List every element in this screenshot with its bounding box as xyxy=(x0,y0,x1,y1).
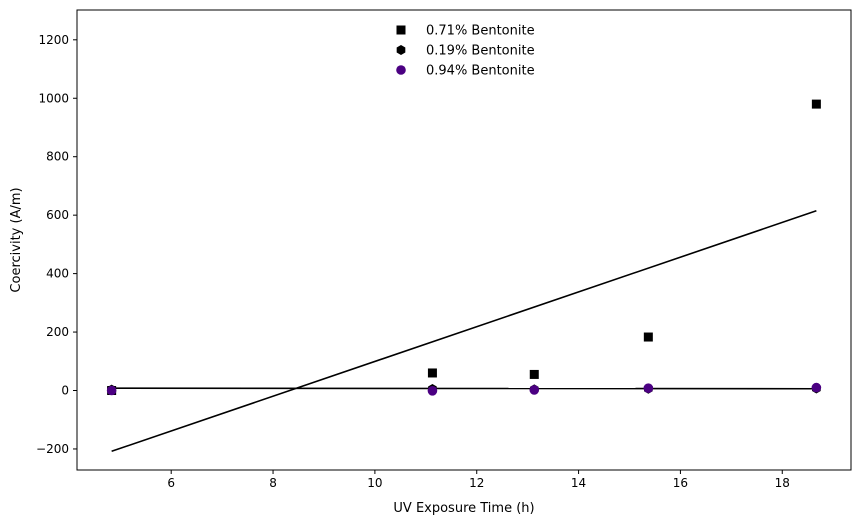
data-point xyxy=(811,382,822,393)
data-points xyxy=(106,99,822,396)
legend-label: 0.19% Bentonite xyxy=(426,44,535,59)
legend-label: 0.71% Bentonite xyxy=(426,24,535,39)
data-point xyxy=(427,386,438,396)
plot-frame xyxy=(76,9,852,471)
fit-line xyxy=(111,210,817,453)
legend-marker xyxy=(396,65,406,75)
y-tick-label: 400 xyxy=(46,267,69,281)
data-point xyxy=(643,332,653,342)
y-axis-label: Coercivity (A/m) xyxy=(9,187,24,292)
x-tick-label: 18 xyxy=(775,476,790,490)
y-tick-label: 200 xyxy=(46,325,69,339)
data-point xyxy=(811,99,821,109)
legend-label: 0.94% Bentonite xyxy=(426,64,535,79)
fit-lines xyxy=(111,210,817,453)
fit-line xyxy=(111,387,817,390)
x-tick-label: 6 xyxy=(167,476,175,490)
x-tick-label: 16 xyxy=(673,476,688,490)
data-point xyxy=(529,385,540,395)
data-point xyxy=(643,383,654,393)
y-axis-ticks: −200 0 200 400 600 800 1000 1200 xyxy=(36,33,77,456)
y-tick-label: 600 xyxy=(46,208,69,222)
x-tick-label: 10 xyxy=(367,476,382,490)
legend-marker xyxy=(396,45,406,55)
x-axis-label: UV Exposure Time (h) xyxy=(393,501,534,516)
y-tick-label: 1000 xyxy=(38,91,69,105)
y-tick-label: 0 xyxy=(61,384,69,398)
y-tick-label: 800 xyxy=(46,150,69,164)
x-tick-label: 8 xyxy=(269,476,277,490)
data-point xyxy=(106,385,117,396)
x-axis-ticks: 6 8 10 12 14 16 18 xyxy=(167,470,790,490)
data-point xyxy=(427,368,437,378)
data-point xyxy=(529,369,539,379)
legend-marker xyxy=(396,25,406,35)
x-tick-label: 14 xyxy=(571,476,586,490)
x-tick-label: 12 xyxy=(469,476,484,490)
legend: 0.71% Bentonite 0.19% Bentonite 0.94% Bent… xyxy=(396,24,535,79)
y-tick-label: 1200 xyxy=(38,33,69,47)
y-tick-label: −200 xyxy=(36,442,69,456)
plot-background xyxy=(77,10,851,470)
